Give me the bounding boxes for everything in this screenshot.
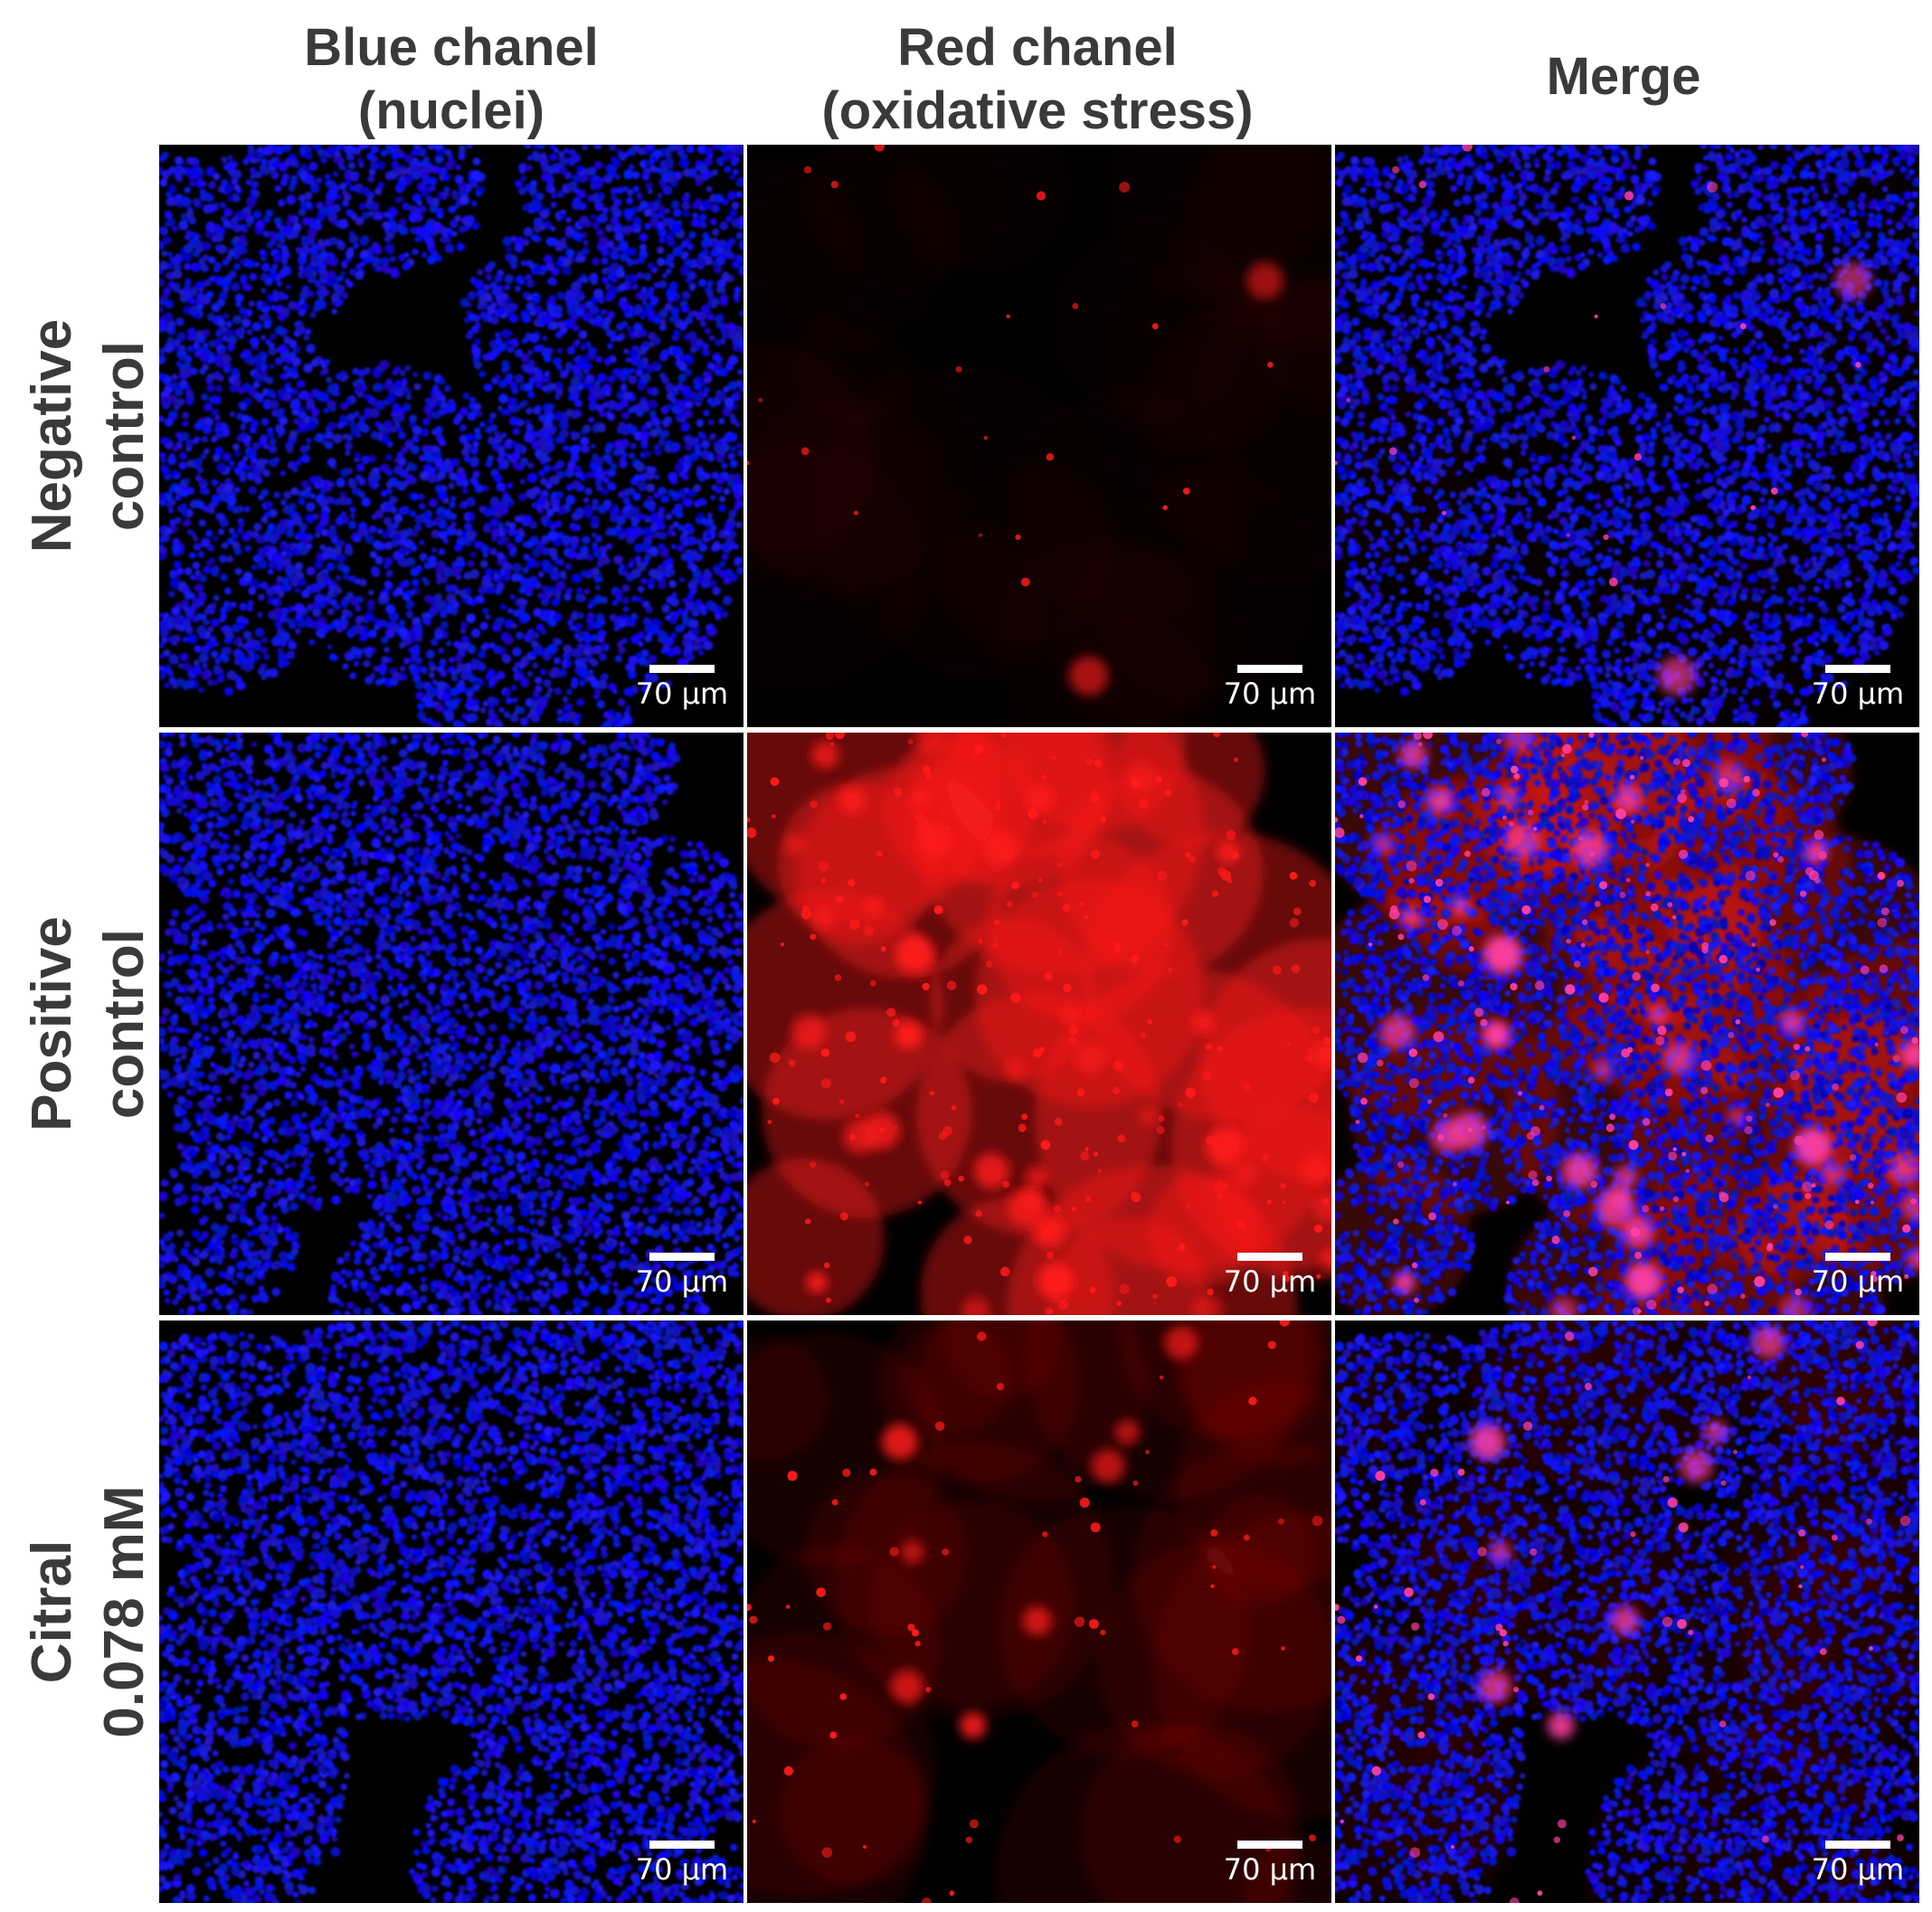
- microscopy-image: [1335, 733, 1919, 1315]
- scale-bar: 70 µm: [1804, 1253, 1912, 1297]
- scale-bar: 70 µm: [628, 665, 736, 709]
- row-label-line2: 0.078 mM: [89, 1320, 161, 1903]
- nuclei-layer: [159, 1320, 743, 1903]
- panel-negative-blue: 70 µm: [159, 145, 743, 727]
- scale-bar: 70 µm: [1216, 1253, 1324, 1297]
- microscopy-image: [159, 1320, 743, 1903]
- scale-bar-line: [1237, 1253, 1302, 1261]
- scale-bar-label: 70 µm: [1804, 1266, 1912, 1297]
- microscopy-image: [1335, 145, 1919, 727]
- microscopy-grid: 70 µm 70 µm 70 µm 70 µm 70 µm 70 µm 70 µ…: [159, 145, 1919, 1903]
- scale-bar-label: 70 µm: [628, 678, 736, 709]
- nuclei-layer: [1335, 1320, 1919, 1903]
- scale-bar-line: [649, 1841, 715, 1849]
- microscopy-image: [747, 733, 1331, 1315]
- scale-bar-label: 70 µm: [1216, 678, 1324, 709]
- scale-bar: 70 µm: [628, 1253, 736, 1297]
- row-label-line1: Positive: [16, 733, 89, 1315]
- nuclei-layer: [1335, 733, 1919, 1315]
- scale-bar-line: [1825, 1253, 1890, 1261]
- microscopy-image: [159, 145, 743, 727]
- stress-spots-layer: [747, 733, 1331, 1315]
- scale-bar-label: 70 µm: [1804, 1854, 1912, 1885]
- column-header-line2: (nuclei): [159, 80, 743, 143]
- column-header-red-channel: Red chanel (oxidative stress): [745, 16, 1330, 143]
- scale-bar: 70 µm: [628, 1841, 736, 1885]
- stress-diffuse-layer: [747, 145, 1331, 727]
- column-header-line1: Blue chanel: [159, 16, 743, 80]
- stress-spots-layer: [747, 145, 1284, 696]
- panel-citral-red: 70 µm: [747, 1320, 1331, 1903]
- column-header-line2: (oxidative stress): [745, 80, 1330, 143]
- row-label-line2: control: [89, 733, 161, 1315]
- nuclei-layer: [159, 733, 743, 1315]
- panel-negative-red: 70 µm: [747, 145, 1331, 727]
- stress-spots-layer: [747, 1320, 1323, 1903]
- column-header-merge: Merge: [1331, 45, 1916, 109]
- scale-bar: 70 µm: [1804, 1841, 1912, 1885]
- scale-bar-label: 70 µm: [1216, 1266, 1324, 1297]
- microscopy-image: [747, 1320, 1331, 1903]
- row-label-line2: control: [89, 145, 161, 727]
- stress-spots-layer: [1335, 145, 1872, 696]
- row-label-negative-control: Negative control: [16, 145, 161, 727]
- panel-citral-blue: 70 µm: [159, 1320, 743, 1903]
- image-background: [747, 145, 1331, 727]
- microscopy-image: [159, 733, 743, 1315]
- panel-positive-merge: 70 µm: [1335, 733, 1919, 1315]
- row-label-line1: Citral: [16, 1320, 89, 1903]
- panel-negative-merge: 70 µm: [1335, 145, 1919, 727]
- scale-bar-label: 70 µm: [628, 1266, 736, 1297]
- scale-bar-line: [649, 665, 715, 673]
- scale-bar-line: [1825, 1841, 1890, 1849]
- nuclei-layer: [159, 145, 743, 727]
- scale-bar: 70 µm: [1804, 665, 1912, 709]
- scale-bar-line: [1237, 665, 1302, 673]
- panel-positive-red: 70 µm: [747, 733, 1331, 1315]
- microscopy-image: [1335, 1320, 1919, 1903]
- scale-bar-line: [1237, 1841, 1302, 1849]
- scale-bar-line: [1825, 665, 1890, 673]
- scale-bar: 70 µm: [1216, 665, 1324, 709]
- column-header-blue-channel: Blue chanel (nuclei): [159, 16, 743, 143]
- column-header-line1: Merge: [1331, 45, 1916, 109]
- scale-bar-label: 70 µm: [1804, 678, 1912, 709]
- microscopy-image: [747, 145, 1331, 727]
- column-header-line1: Red chanel: [745, 16, 1330, 80]
- panel-citral-merge: 70 µm: [1335, 1320, 1919, 1903]
- row-label-positive-control: Positive control: [16, 733, 161, 1315]
- scale-bar-label: 70 µm: [1216, 1854, 1324, 1885]
- row-label-line1: Negative: [16, 145, 89, 727]
- panel-positive-blue: 70 µm: [159, 733, 743, 1315]
- stress-diffuse-layer: [747, 1320, 1331, 1903]
- scale-bar: 70 µm: [1216, 1841, 1324, 1885]
- scale-bar-line: [649, 1253, 715, 1261]
- scale-bar-label: 70 µm: [628, 1854, 736, 1885]
- row-label-citral: Citral 0.078 mM: [16, 1320, 161, 1903]
- stress-spots-layer: [1335, 733, 1919, 1315]
